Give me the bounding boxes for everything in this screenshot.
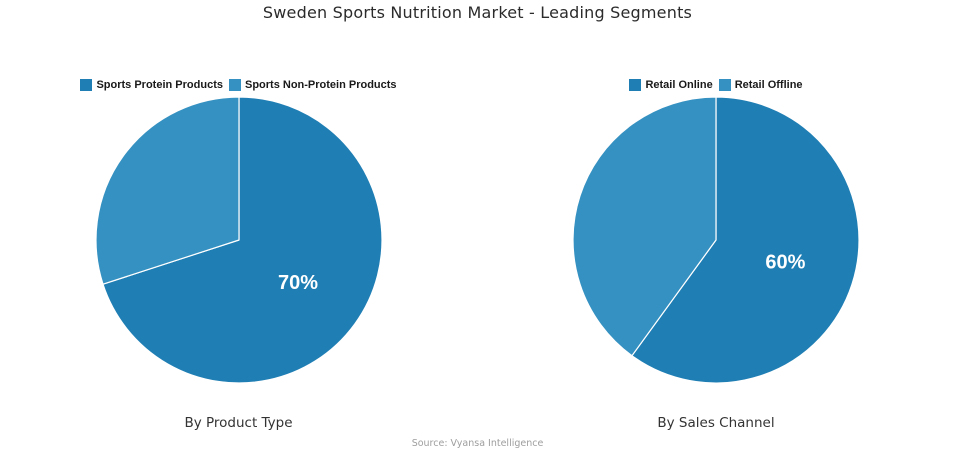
pie-chart-product-type: Sports Protein Products Sports Non-Prote… (0, 0, 477, 454)
chart-caption-sales-channel: By Sales Channel (657, 415, 775, 431)
legend-sales-channel: Retail Online Retail Offline (477, 79, 955, 91)
chart-caption-product-type: By Product Type (184, 415, 293, 431)
legend-label: Sports Non-Protein Products (244, 79, 397, 91)
pie-slice-retail-offline (572, 96, 717, 357)
legend-product-type: Sports Protein Products Sports Non-Prote… (0, 79, 477, 91)
legend-item-sports-non-protein-products[interactable]: Sports Non-Protein Products (228, 79, 397, 91)
legend-label: Retail Offline (734, 79, 803, 91)
legend-label: Retail Online (645, 79, 713, 91)
pie-product-type: 70% (94, 96, 383, 384)
pie-sales-channel: 60% (572, 96, 860, 384)
pie-slice-sports-non-protein-products (94, 96, 240, 285)
legend-swatch-retail-offline (718, 79, 731, 91)
legend-swatch-sports-protein-products (80, 79, 93, 91)
pie-slice-retail-online (631, 96, 860, 384)
pie-slice-sports-protein-products (101, 96, 383, 384)
chart-title: Sweden Sports Nutrition Market - Leading… (262, 3, 693, 22)
legend-item-retail-offline[interactable]: Retail Offline (718, 79, 803, 91)
legend-label: Sports Protein Products (96, 79, 223, 91)
legend-item-retail-online[interactable]: Retail Online (629, 79, 713, 91)
source-attribution: Source: Vyansa Intelligence (411, 438, 544, 449)
legend-item-sports-protein-products[interactable]: Sports Protein Products (80, 79, 223, 91)
pie-chart-sales-channel: Retail Online Retail Offline 60% By Sale… (477, 0, 955, 454)
legend-swatch-retail-online (629, 79, 642, 91)
pie-data-label: 60% (765, 252, 805, 274)
legend-swatch-sports-non-protein-products (228, 79, 241, 91)
pie-data-label: 70% (277, 272, 317, 294)
